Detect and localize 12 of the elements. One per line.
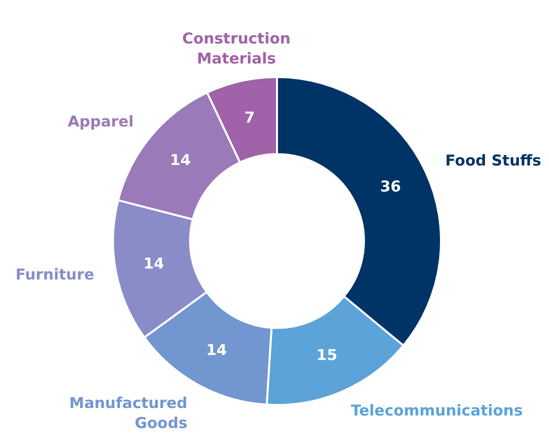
data-label: 7 [244, 108, 255, 126]
data-label: 14 [143, 254, 164, 272]
data-label: 15 [316, 346, 338, 364]
slice-label: Manufactured Goods [69, 394, 188, 432]
slice-label: Furniture [15, 266, 94, 284]
data-label: 36 [380, 177, 401, 196]
data-label: 14 [170, 150, 191, 169]
slice-label: Construction Materials [182, 29, 291, 68]
slice-label: Apparel [68, 112, 134, 130]
slice-label: Telecommunications [350, 402, 523, 420]
data-label: 14 [206, 340, 227, 359]
slice-label: Food Stuffs [445, 152, 542, 170]
